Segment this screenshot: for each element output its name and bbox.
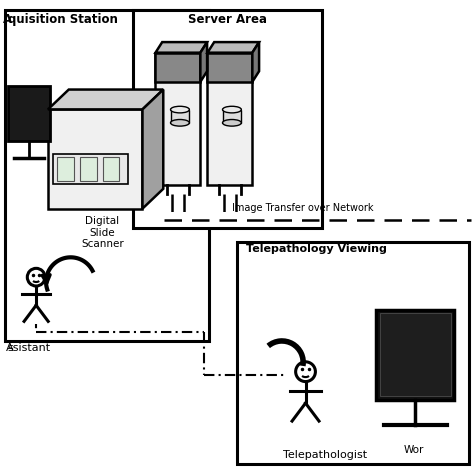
Polygon shape bbox=[201, 42, 207, 82]
Text: A: A bbox=[5, 343, 13, 353]
Bar bbox=[155, 53, 201, 185]
Polygon shape bbox=[208, 42, 259, 53]
Bar bbox=[171, 109, 190, 123]
Polygon shape bbox=[143, 90, 163, 209]
Text: ssistant: ssistant bbox=[8, 343, 51, 353]
Bar bbox=[8, 86, 50, 141]
Bar bbox=[80, 157, 97, 181]
Text: Image Transfer over Network: Image Transfer over Network bbox=[232, 203, 374, 213]
Ellipse shape bbox=[171, 119, 190, 126]
Polygon shape bbox=[48, 90, 163, 109]
Text: A: A bbox=[3, 12, 12, 26]
Bar bbox=[102, 157, 119, 181]
Bar bbox=[57, 157, 74, 181]
Text: Server Area: Server Area bbox=[188, 12, 267, 26]
Text: Telepathologist: Telepathologist bbox=[283, 450, 367, 460]
Text: Scanner: Scanner bbox=[81, 239, 124, 249]
Text: Slide: Slide bbox=[90, 228, 115, 237]
Polygon shape bbox=[155, 42, 207, 53]
Bar bbox=[380, 313, 451, 396]
Polygon shape bbox=[48, 109, 143, 209]
Bar bbox=[208, 53, 252, 185]
Ellipse shape bbox=[222, 119, 241, 126]
Ellipse shape bbox=[171, 106, 190, 113]
Bar bbox=[53, 154, 128, 184]
Ellipse shape bbox=[222, 106, 241, 113]
Bar bbox=[133, 10, 322, 228]
Bar bbox=[5, 10, 209, 341]
Bar bbox=[208, 53, 252, 82]
Text: quisition Station: quisition Station bbox=[8, 12, 118, 26]
Bar bbox=[237, 242, 469, 464]
Text: Telepathology Viewing: Telepathology Viewing bbox=[246, 244, 387, 254]
Bar bbox=[155, 53, 201, 82]
Bar bbox=[222, 109, 241, 123]
Polygon shape bbox=[252, 42, 259, 82]
Text: Digital: Digital bbox=[85, 216, 119, 226]
Text: Wor: Wor bbox=[404, 445, 424, 455]
Bar bbox=[376, 310, 455, 400]
